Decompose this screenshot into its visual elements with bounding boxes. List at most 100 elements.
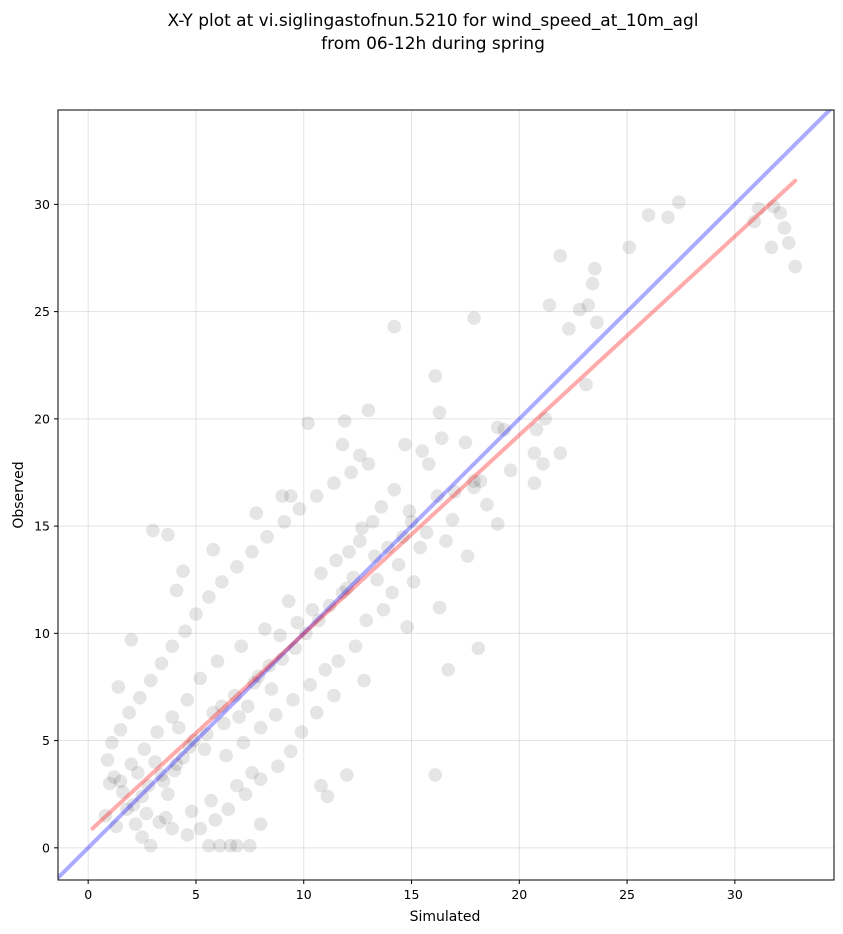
data-point xyxy=(361,457,376,471)
data-point xyxy=(764,240,779,255)
data-point xyxy=(467,474,481,488)
data-point xyxy=(230,560,244,574)
data-point xyxy=(747,214,762,229)
data-point xyxy=(253,817,268,832)
data-point xyxy=(273,628,287,643)
data-point xyxy=(215,575,229,589)
data-point xyxy=(187,733,201,748)
data-point xyxy=(240,699,255,714)
data-point xyxy=(391,557,406,572)
data-point xyxy=(165,710,180,724)
data-point xyxy=(171,720,186,735)
data-point xyxy=(249,506,264,521)
data-point xyxy=(113,723,128,737)
data-point xyxy=(322,598,337,613)
data-point xyxy=(223,838,238,853)
data-point xyxy=(245,765,259,780)
plot-frame xyxy=(57,109,835,881)
data-point xyxy=(340,581,354,596)
data-point xyxy=(329,553,343,568)
data-point xyxy=(262,658,277,673)
data-point xyxy=(309,705,324,720)
data-point xyxy=(473,474,488,488)
data-point xyxy=(585,276,600,291)
data-point xyxy=(277,515,292,529)
data-point xyxy=(217,716,231,731)
y-tick-label: 15 xyxy=(34,519,50,534)
data-point xyxy=(199,727,214,741)
data-point xyxy=(542,298,557,312)
grid xyxy=(58,110,834,880)
data-point xyxy=(202,590,216,604)
data-point xyxy=(167,763,182,778)
data-point xyxy=(139,806,154,821)
y-tick-label: 10 xyxy=(34,626,50,641)
data-point xyxy=(109,819,123,834)
x-axis-ticks: 0 5 10 15 20 25 30 xyxy=(84,880,743,902)
data-point xyxy=(402,504,417,518)
data-point xyxy=(327,688,341,703)
data-point xyxy=(335,437,350,452)
data-point xyxy=(661,210,675,225)
data-point xyxy=(120,802,134,817)
data-point xyxy=(176,750,190,765)
data-point xyxy=(100,753,115,767)
data-point xyxy=(98,808,113,823)
data-point xyxy=(180,693,195,707)
data-point xyxy=(421,457,436,471)
data-point xyxy=(284,744,298,759)
data-point xyxy=(467,311,481,325)
x-tick-label: 30 xyxy=(727,887,743,902)
data-point xyxy=(536,457,550,471)
data-point xyxy=(294,725,309,739)
data-point xyxy=(314,778,328,793)
data-point xyxy=(327,476,341,491)
reference-lines xyxy=(58,110,833,880)
data-point xyxy=(447,484,462,499)
data-point xyxy=(376,602,391,617)
x-tick-label: 25 xyxy=(619,887,635,902)
data-point xyxy=(497,422,512,437)
data-point xyxy=(292,502,307,516)
data-point xyxy=(622,240,637,255)
data-point xyxy=(385,585,399,600)
data-point xyxy=(348,639,363,654)
data-point xyxy=(553,249,568,263)
data-point xyxy=(387,482,402,497)
data-point xyxy=(247,675,261,690)
data-point xyxy=(115,785,130,799)
data-point xyxy=(788,259,802,274)
data-point xyxy=(238,787,253,802)
data-point xyxy=(374,499,389,514)
data-point xyxy=(439,534,453,548)
data-point xyxy=(232,710,246,724)
x-tick-label: 20 xyxy=(511,887,527,902)
data-point xyxy=(193,821,208,836)
data-point xyxy=(340,768,354,782)
data-point xyxy=(206,542,220,557)
data-point xyxy=(243,838,257,853)
data-point xyxy=(284,489,298,503)
data-point xyxy=(234,639,249,654)
x-tick-label: 10 xyxy=(296,887,312,902)
data-point xyxy=(538,412,552,426)
data-point xyxy=(290,615,305,630)
data-point xyxy=(527,476,542,491)
data-point xyxy=(152,815,167,829)
data-point xyxy=(169,583,184,598)
data-point xyxy=(124,632,139,647)
data-point xyxy=(135,789,149,804)
data-point xyxy=(404,515,419,529)
data-point xyxy=(130,765,145,780)
data-point xyxy=(135,830,149,844)
data-point xyxy=(184,804,199,819)
data-point xyxy=(406,575,421,589)
data-point xyxy=(180,828,195,842)
data-point xyxy=(281,594,296,608)
data-point xyxy=(352,448,367,463)
data-point xyxy=(122,705,136,720)
data-point xyxy=(128,817,143,832)
data-point xyxy=(148,755,162,769)
data-point xyxy=(529,422,544,437)
